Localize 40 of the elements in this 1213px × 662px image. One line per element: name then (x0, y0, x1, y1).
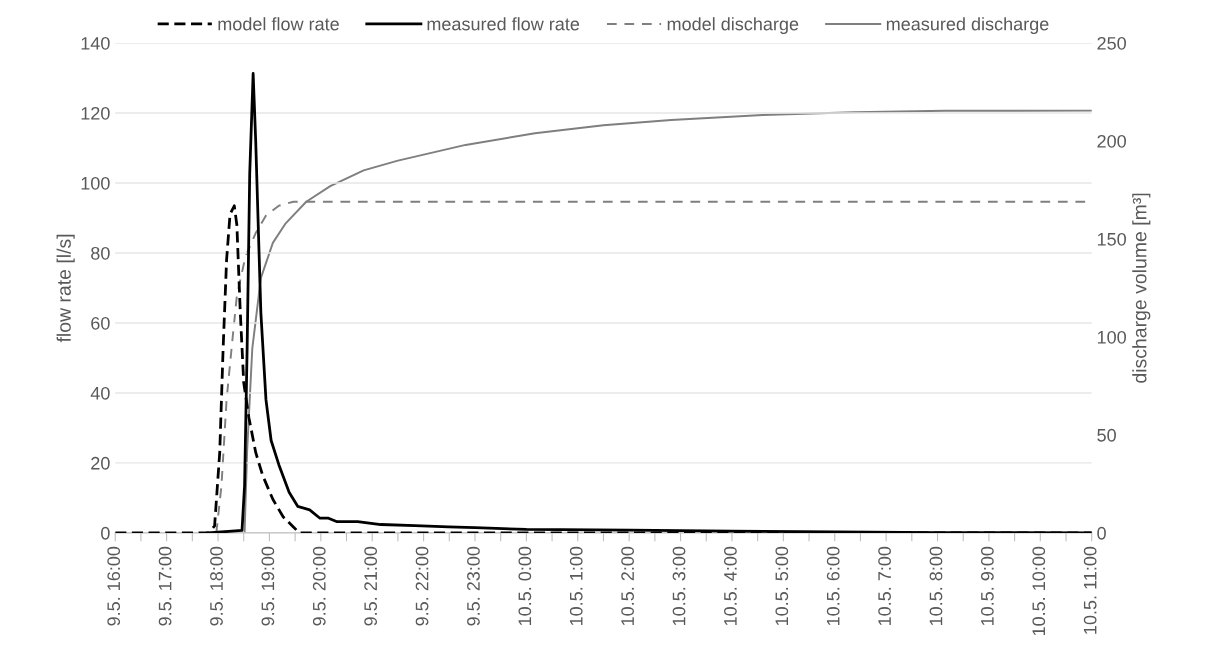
x-tick-label: 10.5. 6:00 (826, 546, 840, 626)
x-tick-label: 10.5. 9:00 (980, 546, 994, 626)
x-tick-label: 9.5. 18:00 (210, 546, 223, 626)
x-tick-label: 10.5. 7:00 (878, 546, 891, 626)
y-axis-title: flow rate [l/s] (56, 234, 75, 343)
x-tick-label: 9.5. 21:00 (364, 546, 378, 626)
y-tick-label: 120 (81, 106, 110, 120)
y-tick-label: 140 (81, 36, 110, 50)
y-tick-label: 80 (91, 246, 110, 260)
y2-tick-label: 100 (1097, 330, 1126, 344)
legend-label: model discharge (667, 17, 799, 34)
legend-label: measured flow rate (427, 17, 580, 31)
x-tick-label: 9.5. 19:00 (261, 546, 275, 626)
y2-tick-label: 50 (1097, 428, 1116, 442)
x-tick-label: 10.5. 3:00 (672, 546, 686, 626)
y-tick-label: 60 (91, 316, 110, 330)
x-tick-label: 9.5. 16:00 (107, 546, 121, 626)
x-tick-label: 9.5. 22:00 (415, 546, 429, 626)
x-tick-label: 10.5. 1:00 (569, 546, 583, 626)
x-tick-label: 10.5. 2:00 (621, 546, 635, 626)
x-tick-label: 10.5. 10:00 (1032, 546, 1046, 636)
y2-tick-label: 150 (1097, 232, 1126, 246)
y2-tick-label: 250 (1097, 36, 1126, 50)
x-tick-label: 10.5. 8:00 (929, 546, 943, 626)
y2-tick-label: 200 (1097, 134, 1126, 148)
y-tick-label: 100 (81, 176, 110, 190)
legend-label: model flow rate (218, 17, 339, 31)
x-tick-label: 10.5. 0:00 (518, 546, 532, 626)
legend-label: measured discharge (886, 17, 1049, 34)
x-tick-label: 9.5. 20:00 (312, 546, 326, 626)
y-tick-label: 0 (101, 526, 110, 540)
x-tick-label: 9.5. 17:00 (158, 546, 172, 626)
x-tick-label: 10.5. 5:00 (775, 546, 789, 626)
x-tick-label: 9.5. 23:00 (467, 546, 480, 626)
x-tick-label: 10.5. 11:00 (1083, 546, 1097, 634)
y2-tick-label: 0 (1097, 526, 1106, 540)
y-tick-label: 20 (91, 456, 110, 470)
x-tick-label: 10.5. 4:00 (724, 546, 737, 626)
y2-axis-title: discharge volume [m³] (1132, 193, 1151, 383)
y-tick-label: 40 (90, 386, 110, 400)
